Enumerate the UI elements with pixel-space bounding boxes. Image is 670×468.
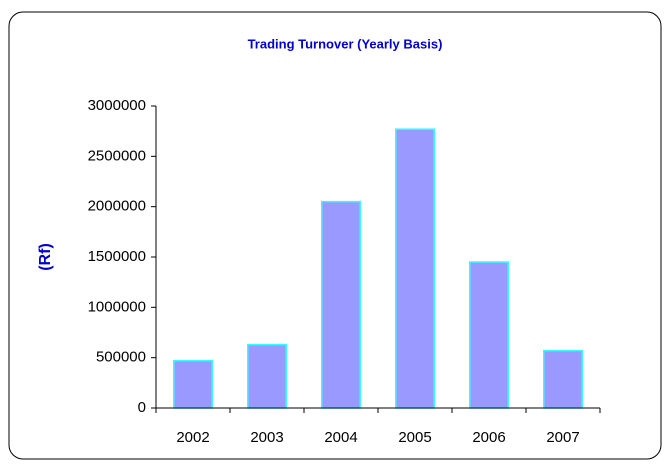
y-tick-label: 2000000 — [88, 198, 146, 215]
bar — [173, 359, 213, 409]
x-tick-label: 2005 — [398, 429, 431, 446]
bar — [395, 128, 435, 409]
x-tick-label: 2007 — [546, 429, 579, 446]
bar — [321, 200, 361, 409]
y-tick-label: 2500000 — [88, 147, 146, 164]
y-tick-label: 0 — [138, 399, 146, 416]
chart-title: Trading Turnover (Yearly Basis) — [248, 36, 443, 51]
x-tick-label: 2003 — [250, 429, 283, 446]
y-tick-label: 1000000 — [88, 298, 146, 315]
y-tick-label: 3000000 — [88, 97, 146, 114]
bar — [247, 343, 287, 409]
y-axis-label: (Rf) — [37, 243, 54, 271]
x-tick-label: 2004 — [324, 429, 357, 446]
bar — [469, 261, 509, 409]
bar — [543, 349, 583, 409]
x-tick-label: 2002 — [176, 429, 209, 446]
y-tick-label: 500000 — [96, 349, 146, 366]
y-tick-label: 1500000 — [88, 248, 146, 265]
x-tick-label: 2006 — [472, 429, 505, 446]
